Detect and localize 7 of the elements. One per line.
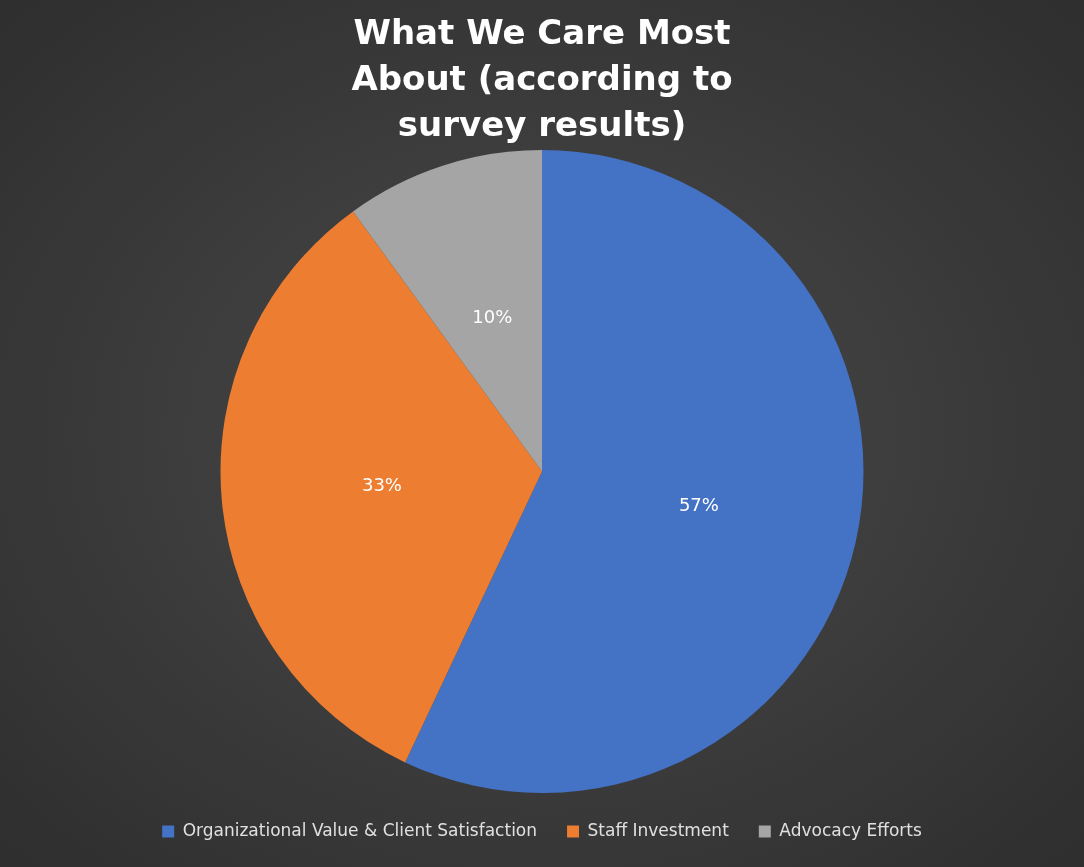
legend-label: Organizational Value & Client Satisfaction [182,819,538,840]
legend-label: Staff Investment [587,819,730,840]
data-label: 33% [361,474,402,496]
data-label: 57% [678,494,719,516]
data-label: 10% [472,306,513,328]
legend-label: Advocacy Efforts [779,819,922,840]
chart-title: What We Care Most About (according to survey results) [350,11,734,146]
